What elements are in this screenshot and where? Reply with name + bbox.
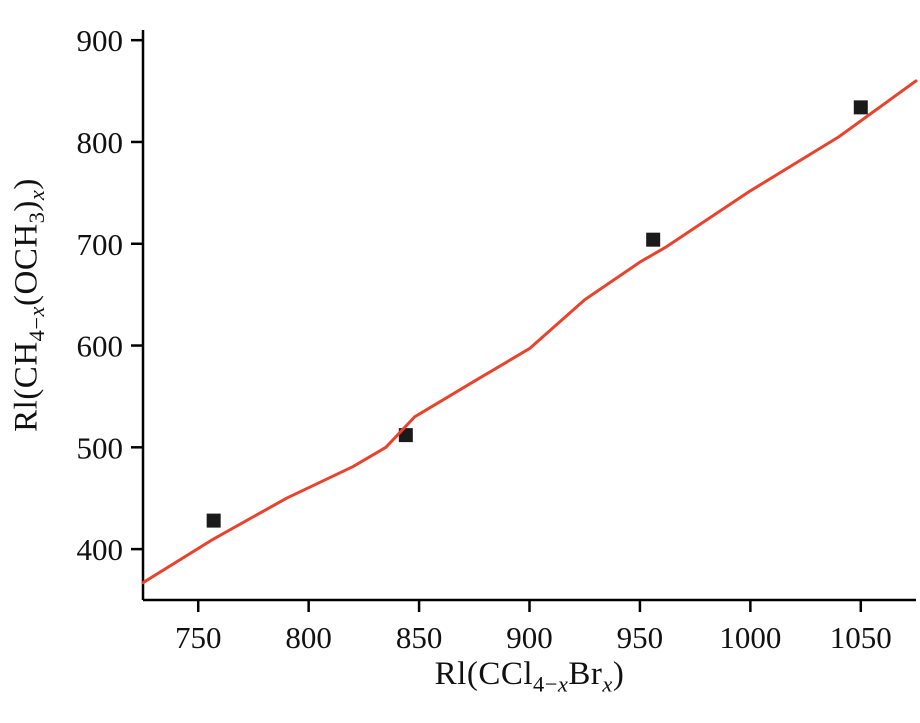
- y-tick-label: 400: [77, 532, 124, 567]
- y-tick-label: 800: [77, 125, 124, 160]
- y-tick-label: 700: [77, 227, 124, 262]
- x-tick-label: 950: [617, 620, 664, 655]
- x-tick-label: 850: [396, 620, 443, 655]
- y-tick-label: 600: [77, 329, 124, 364]
- data-point-marker: [206, 513, 221, 528]
- x-tick-label: 1000: [719, 620, 781, 655]
- x-axis-label: Rl(CCl4−xBrx): [434, 656, 625, 697]
- x-tick-label: 1050: [830, 620, 892, 655]
- y-tick-label: 900: [77, 23, 124, 58]
- x-axis-label-text: Rl(CCl: [434, 656, 534, 692]
- x-tick-label: 800: [285, 620, 332, 655]
- y-tick-label: 500: [77, 430, 124, 465]
- y-axis-label: Rl(CH4−x(OCH3)x): [8, 178, 50, 432]
- y-axis-label-text: Rl(CH: [8, 341, 45, 432]
- trend-line: [141, 79, 918, 585]
- x-tick-label: 750: [175, 620, 222, 655]
- x-tick-label: 900: [506, 620, 553, 655]
- data-point-marker: [853, 100, 868, 115]
- data-point-marker: [646, 232, 661, 247]
